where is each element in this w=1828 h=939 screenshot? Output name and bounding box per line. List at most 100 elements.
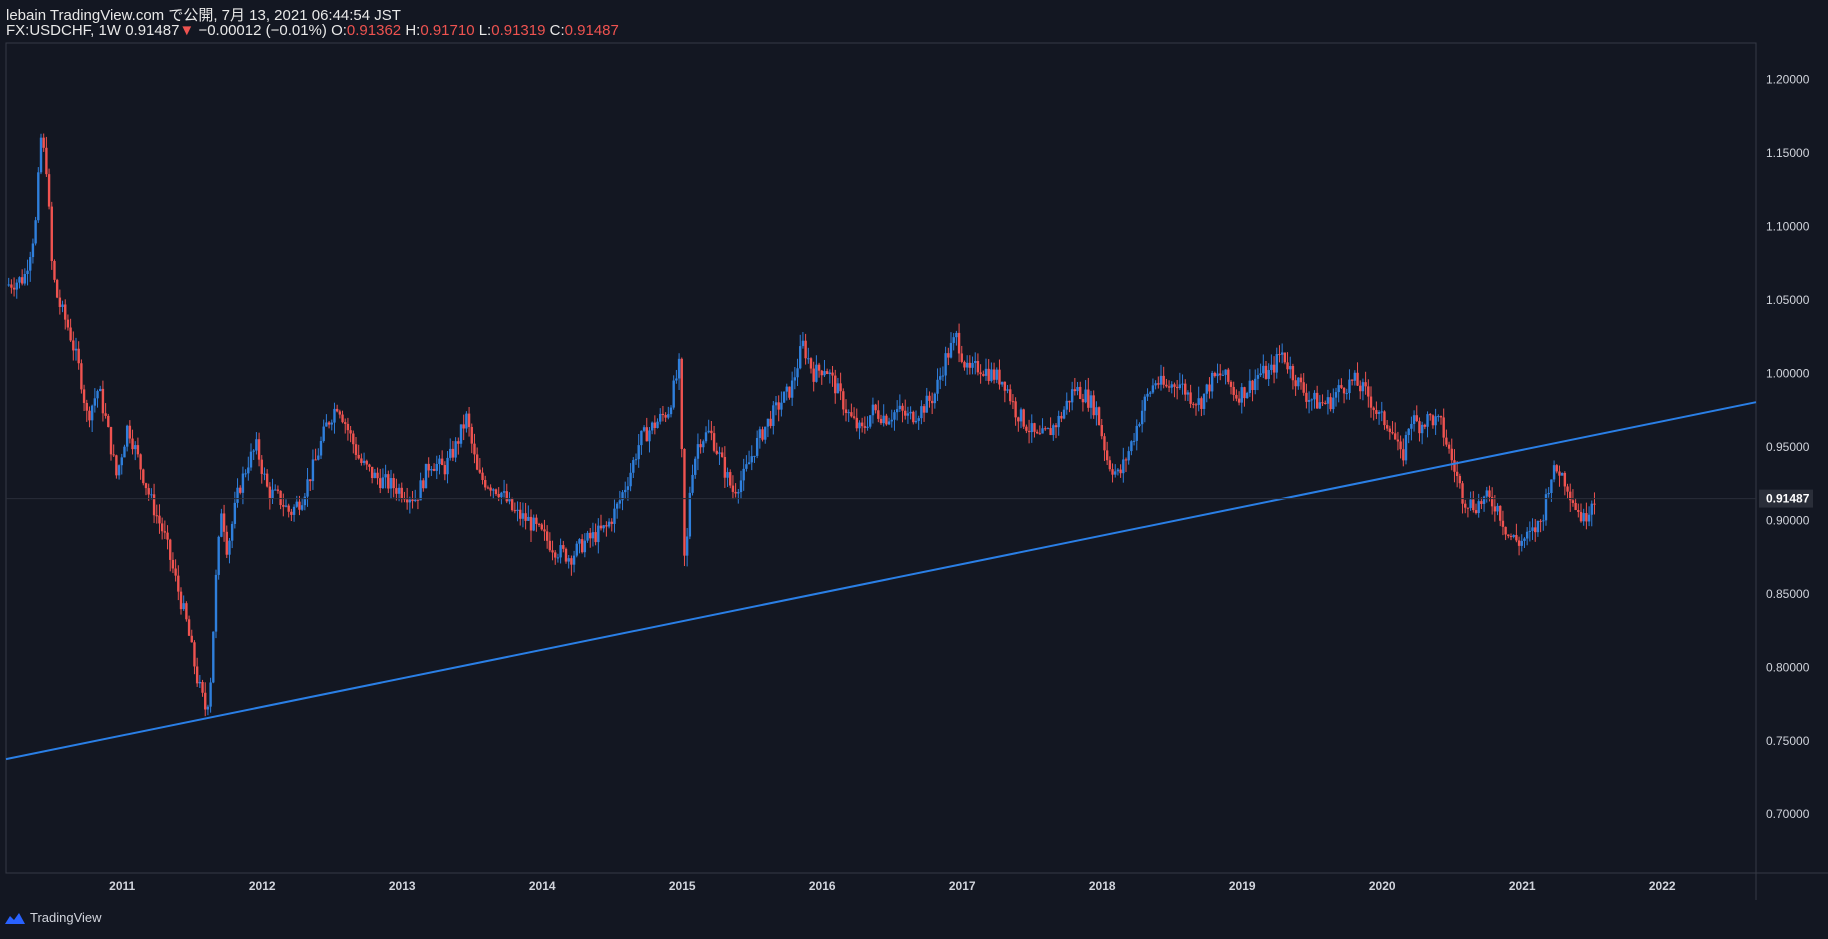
candle-body [624,489,627,493]
candle-body [1135,425,1138,441]
last-price-badge-text: 0.91487 [1766,492,1810,506]
candle-body [467,413,471,428]
candle-body [1501,520,1505,527]
candle-body [820,370,823,376]
candle-body [1157,383,1160,385]
trendline[interactable] [5,401,1757,761]
candle-body [274,489,277,491]
candle-body [521,513,525,519]
candle-body [1523,538,1526,541]
time-axis[interactable]: 2011 2012 2013 2014 2015 2016 2017 2018 2019 2020… [109,879,1676,893]
candle-body [112,454,115,456]
candle-body [1385,425,1389,429]
candle-body [602,525,605,529]
candle-body [206,706,210,710]
candle-body [904,410,907,416]
price-axis[interactable]: 1.20000 1.15000 1.10000 1.05000 1.00000 0.950… [1766,73,1810,822]
candle-body [1372,407,1375,411]
candle-body [836,383,840,394]
candle-body [839,383,842,392]
candle-body [1044,428,1047,430]
candle-body [1087,389,1090,408]
candle-body [734,491,737,494]
candle-body [519,509,522,519]
candle-body [1294,380,1297,387]
candle-body [222,513,226,532]
candle-body [513,510,517,512]
candle-body [545,531,549,541]
candle-body [185,603,188,620]
candle-body [1582,513,1585,522]
candle-body [1146,393,1149,397]
candle-body [860,422,864,427]
candle-body [1402,449,1405,461]
candle-body [486,487,490,489]
candle-body [580,539,584,553]
candle-body [1245,392,1249,399]
candle-body [761,429,764,440]
candle-body [796,368,799,378]
candle-body [195,666,199,684]
candle-body [160,523,164,532]
candle-body [220,513,223,537]
last-price: 0.91487 [125,22,180,39]
candle-body [150,494,153,496]
candle-body [10,284,13,288]
candle-body [424,463,428,489]
candle-body [158,515,161,524]
candle-body [1356,372,1359,386]
candle-body [605,525,608,527]
candle-body [1528,530,1532,532]
candle-body [1383,411,1386,426]
candle-body [758,429,762,438]
candle-body [152,494,156,516]
candle-body [99,388,102,392]
candle-body [879,418,883,424]
candle-body [1092,395,1095,416]
candle-body [1181,383,1184,385]
candle-body [990,369,993,381]
candle-body [696,444,700,459]
candle-body [1052,425,1055,436]
candle-body [1574,503,1577,511]
candle-body [64,304,67,320]
candle-body [1235,394,1238,399]
candle-body [885,415,888,425]
candle-body [502,491,506,493]
candle-body [869,415,872,427]
candle-body [1531,527,1534,531]
candle-body [298,501,301,510]
candle-body [712,433,716,451]
candle-body [443,465,447,475]
candle-body [1097,407,1101,426]
candle-body [88,410,91,421]
candle-body [667,414,670,418]
candle-body [774,402,778,406]
candle-body [1587,514,1591,522]
symbol-label[interactable]: FX:USDCHF, 1W [6,22,122,39]
candle-body [419,480,422,501]
candle-body [1420,424,1424,434]
candle-body [1165,384,1168,387]
candle-body [645,427,648,442]
candle-body [1348,379,1351,394]
candle-body [1418,421,1421,434]
candle-body [61,304,64,307]
candle-body [1200,398,1203,409]
footer-brand[interactable]: TradingView [4,910,102,925]
candle-body [1313,392,1316,400]
candle-body [807,358,810,360]
candle-body [629,472,632,487]
candle-body [352,433,355,445]
candle-body [101,388,105,414]
candle-body [134,445,137,450]
candle-body [591,532,595,539]
candle-body [936,379,939,394]
candle-body [47,174,51,207]
candle-body [295,501,298,507]
candle-body [1014,401,1017,418]
symbol-ohlc-line: FX:USDCHF, 1W 0.91487▼ −0.00012 (−0.01%)… [6,22,619,39]
candle-body [1151,385,1155,393]
candle-body [107,415,110,428]
